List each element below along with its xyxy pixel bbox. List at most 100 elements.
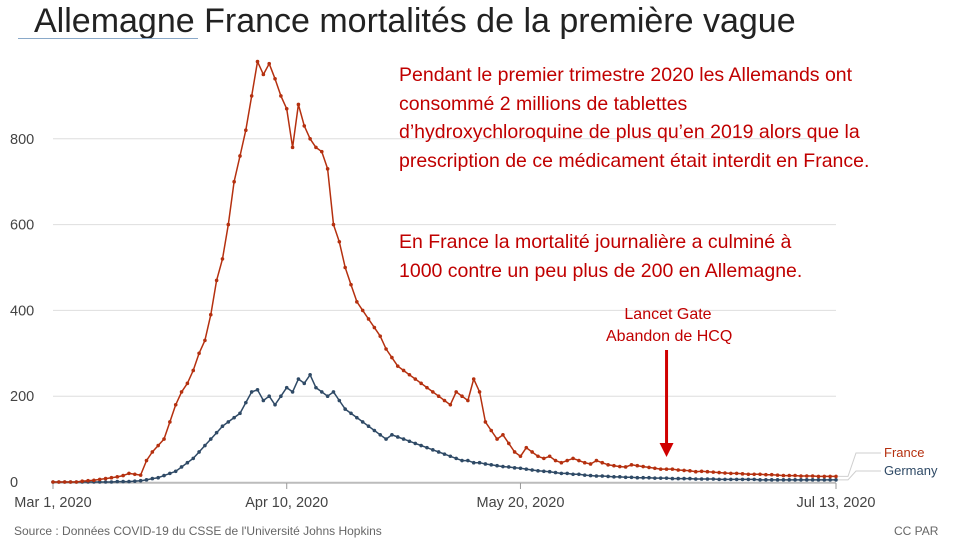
data-point [635,475,640,480]
data-point [51,480,55,484]
chart-legend: France Germany [838,445,938,481]
data-point [109,475,114,480]
data-point [635,463,640,468]
data-point [197,351,201,356]
data-point [699,469,704,474]
data-point [319,149,324,154]
data-point [80,479,85,483]
data-point [477,460,482,465]
data-point [670,476,675,481]
data-point [337,239,342,244]
data-point [372,325,377,330]
data-point [734,471,739,476]
legend-leader [838,470,881,481]
data-point [244,400,248,405]
data-point [366,424,371,429]
data-point [407,439,412,444]
data-point [384,347,388,351]
data-point [653,466,657,471]
data-point [150,476,155,481]
data-point [536,454,540,459]
data-point [413,441,418,446]
data-point [822,478,827,482]
data-point [74,480,79,484]
data-point [571,472,575,477]
data-point [279,394,283,399]
data-point [489,463,494,467]
data-point [729,477,733,482]
data-point [156,475,160,480]
data-point [238,154,242,158]
data-point [249,390,254,394]
data-point [606,474,610,479]
data-point [641,464,645,469]
data-point [97,480,102,484]
data-point [407,372,412,377]
legend-label: Germany [884,463,938,478]
x-tick-label: Apr 10, 2020 [245,495,328,511]
data-point [214,278,219,283]
data-point [559,460,564,465]
data-point [355,415,359,420]
data-point [577,458,581,463]
data-point [349,411,353,416]
data-point [734,477,739,482]
data-point [711,470,716,474]
data-point [62,480,67,484]
data-point [629,463,634,467]
data-point [799,478,803,482]
data-point [705,469,710,474]
y-tick-label: 200 [10,389,34,405]
data-point [86,478,90,483]
annotation-line: Lancet Gate [624,306,712,323]
data-point [249,94,254,98]
data-point [612,463,616,468]
data-point [162,473,166,478]
data-point [688,469,692,473]
note-line: d’hydroxychloroquine de plus qu’en 2019 … [399,121,860,144]
data-point [360,420,365,424]
data-point [442,452,447,456]
data-point [349,282,353,287]
data-point [121,479,125,484]
data-point [103,476,108,481]
data-point [395,364,400,368]
data-point [127,471,131,476]
data-point [623,465,628,469]
data-point [138,473,143,477]
data-point [68,480,73,484]
data-point [162,437,166,441]
data-point [378,433,383,437]
data-point [185,381,190,386]
data-point [168,420,172,424]
data-point [483,420,488,424]
data-point [816,478,821,482]
data-point [255,387,260,392]
data-point [144,478,149,482]
data-point [57,480,61,484]
data-point [436,394,441,399]
data-point [203,443,207,448]
data-point [781,473,786,478]
chart-grid [53,138,836,483]
data-point [828,474,832,479]
data-point [664,476,669,480]
data-point [764,472,768,477]
data-point [273,402,277,407]
data-point [752,477,756,482]
data-point [442,398,447,403]
data-point [758,472,762,477]
data-point [617,464,622,469]
data-point [682,476,686,481]
data-point [138,478,143,483]
mortality-peak-note: En France la mortalité journalière a cul… [399,228,802,285]
data-point [390,433,394,437]
data-point [133,479,137,483]
data-point [793,478,797,482]
data-point [314,385,318,390]
data-point [156,443,160,448]
hcq-consumption-note: Pendant le premier trimestre 2020 les Al… [399,61,869,176]
y-tick-label: 600 [10,218,34,234]
data-point [425,445,429,450]
